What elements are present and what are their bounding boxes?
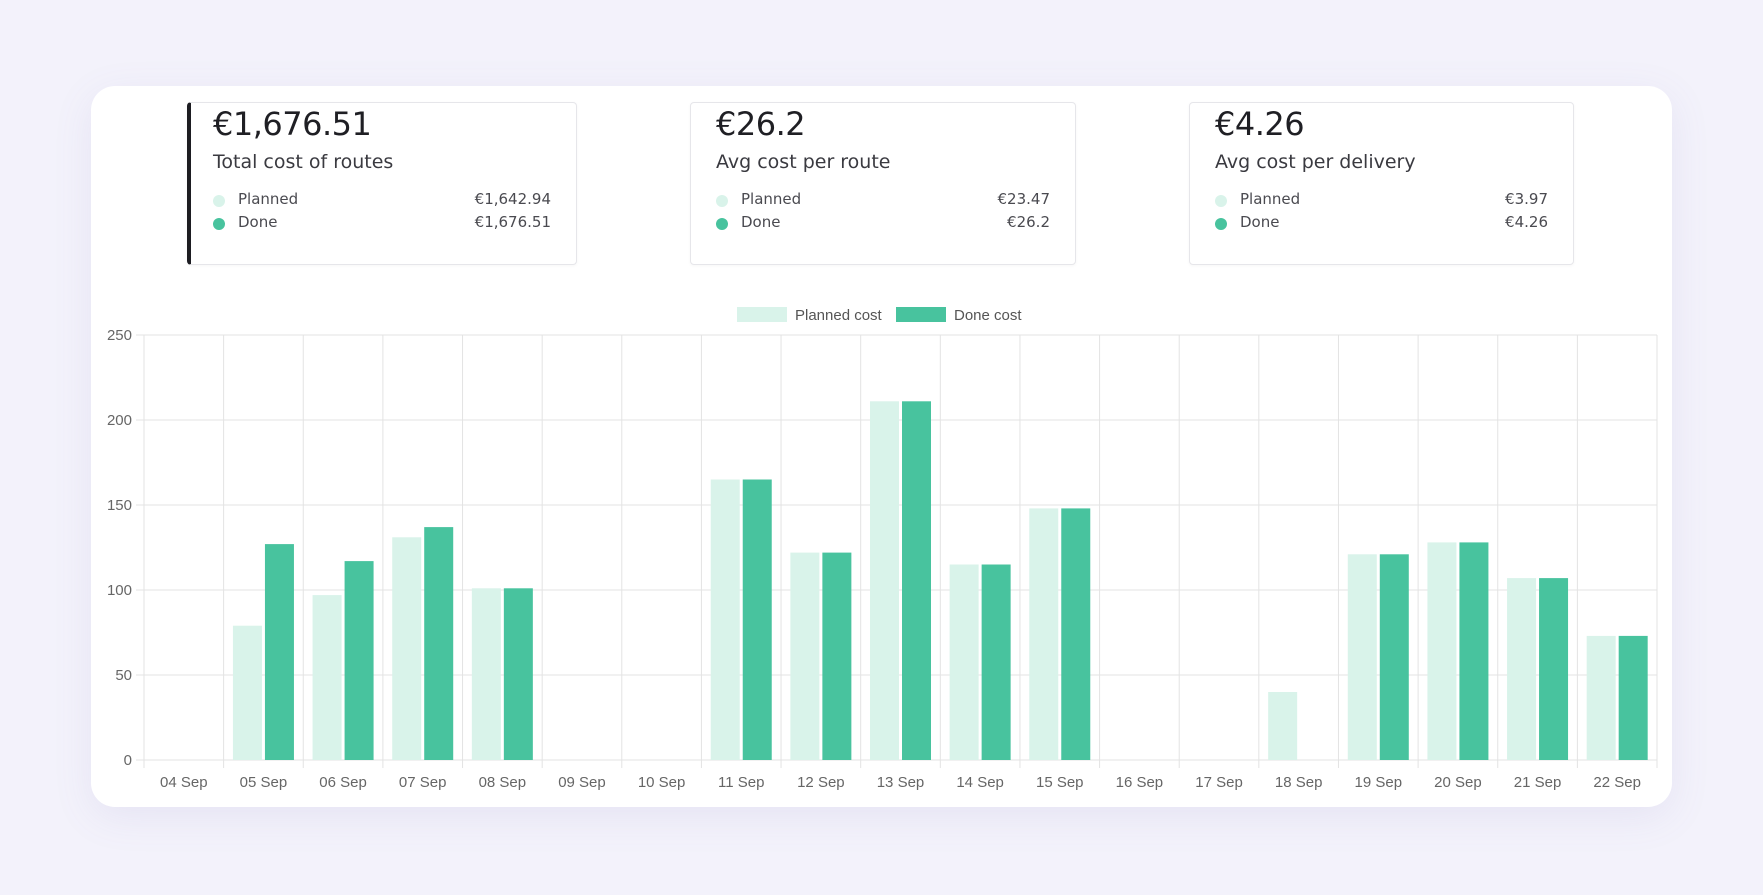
planned-label: Planned — [741, 190, 802, 208]
done-dot-icon — [716, 218, 728, 230]
planned-row: Planned €1,642.94 — [213, 190, 551, 210]
card-value: €1,676.51 — [213, 105, 372, 143]
y-tick-label: 200 — [107, 412, 132, 429]
done-label: Done — [741, 213, 781, 231]
planned-label: Planned — [238, 190, 299, 208]
bar-done-cost[interactable] — [1539, 578, 1569, 760]
done-row: Done €1,676.51 — [213, 213, 551, 233]
bar-done-cost[interactable] — [742, 479, 772, 761]
bar-planned-cost[interactable] — [312, 595, 342, 760]
y-tick-label: 250 — [107, 327, 132, 344]
bar-planned-cost[interactable] — [1347, 554, 1377, 760]
x-tick-label: 06 Sep — [319, 774, 367, 791]
x-tick-label: 22 Sep — [1593, 774, 1641, 791]
bar-done-cost[interactable] — [264, 544, 294, 760]
x-tick-label: 15 Sep — [1036, 774, 1084, 791]
legend-swatch-done[interactable] — [896, 307, 946, 322]
x-tick-label: 19 Sep — [1355, 774, 1403, 791]
bar-planned-cost[interactable] — [1586, 635, 1616, 760]
planned-row: Planned €3.97 — [1215, 190, 1548, 210]
bar-planned-cost[interactable] — [471, 588, 501, 760]
bar-done-cost[interactable] — [344, 561, 374, 760]
legend-label-done[interactable]: Done cost — [954, 307, 1022, 324]
x-tick-label: 05 Sep — [240, 774, 288, 791]
planned-value: €1,642.94 — [474, 190, 551, 208]
done-dot-icon — [213, 218, 225, 230]
x-tick-label: 16 Sep — [1116, 774, 1164, 791]
bar-planned-cost[interactable] — [870, 401, 899, 760]
x-tick-label: 20 Sep — [1434, 774, 1482, 791]
planned-dot-icon — [716, 195, 728, 207]
bar-done-cost[interactable] — [1459, 542, 1489, 760]
planned-row: Planned €23.47 — [716, 190, 1050, 210]
done-dot-icon — [1215, 218, 1227, 230]
x-tick-label: 18 Sep — [1275, 774, 1323, 791]
card-avg-cost-delivery[interactable]: €4.26 Avg cost per delivery Planned €3.9… — [1189, 102, 1574, 265]
card-total-cost[interactable]: €1,676.51 Total cost of routes Planned €… — [187, 102, 577, 265]
bar-done-cost[interactable] — [981, 564, 1011, 761]
done-value: €26.2 — [1007, 213, 1050, 231]
card-label: Avg cost per route — [716, 151, 891, 173]
x-tick-label: 04 Sep — [160, 774, 208, 791]
planned-value: €23.47 — [997, 190, 1051, 208]
bar-planned-cost[interactable] — [1507, 578, 1537, 760]
done-label: Done — [238, 213, 278, 231]
x-tick-label: 12 Sep — [797, 774, 845, 791]
x-tick-label: 13 Sep — [877, 774, 925, 791]
y-tick-label: 50 — [115, 667, 132, 684]
x-tick-label: 08 Sep — [479, 774, 527, 791]
bar-planned-cost[interactable] — [949, 564, 979, 761]
legend-label-planned[interactable]: Planned cost — [795, 307, 883, 324]
planned-dot-icon — [213, 195, 225, 207]
planned-label: Planned — [1240, 190, 1301, 208]
card-label: Avg cost per delivery — [1215, 151, 1416, 173]
bar-planned-cost[interactable] — [1029, 508, 1059, 760]
bar-done-cost[interactable] — [1618, 635, 1648, 760]
done-value: €4.26 — [1505, 213, 1548, 231]
bar-planned-cost[interactable] — [1427, 542, 1457, 760]
planned-value: €3.97 — [1505, 190, 1548, 208]
x-tick-label: 09 Sep — [558, 774, 606, 791]
bar-done-cost[interactable] — [503, 588, 533, 760]
legend-swatch-planned[interactable] — [737, 307, 787, 322]
done-label: Done — [1240, 213, 1280, 231]
bar-planned-cost[interactable] — [232, 625, 262, 760]
done-row: Done €4.26 — [1215, 213, 1548, 233]
bar-planned-cost[interactable] — [710, 479, 740, 761]
bar-planned-cost[interactable] — [790, 552, 820, 760]
x-tick-label: 07 Sep — [399, 774, 447, 791]
card-avg-cost-route[interactable]: €26.2 Avg cost per route Planned €23.47 … — [690, 102, 1076, 265]
bar-done-cost[interactable] — [822, 552, 852, 760]
planned-dot-icon — [1215, 195, 1227, 207]
x-tick-label: 14 Sep — [956, 774, 1004, 791]
x-tick-label: 17 Sep — [1195, 774, 1243, 791]
y-tick-label: 0 — [124, 752, 132, 769]
x-tick-label: 10 Sep — [638, 774, 686, 791]
done-row: Done €26.2 — [716, 213, 1050, 233]
card-value: €4.26 — [1215, 105, 1305, 143]
bar-planned-cost[interactable] — [392, 537, 422, 760]
bar-done-cost[interactable] — [1379, 554, 1409, 760]
bar-done-cost[interactable] — [1061, 508, 1091, 760]
card-value: €26.2 — [716, 105, 806, 143]
y-tick-label: 150 — [107, 497, 132, 514]
bar-done-cost[interactable] — [424, 527, 454, 760]
done-value: €1,676.51 — [474, 213, 551, 231]
card-label: Total cost of routes — [213, 151, 394, 173]
bar-planned-cost[interactable] — [1268, 692, 1298, 760]
x-tick-label: 11 Sep — [718, 774, 764, 791]
x-tick-label: 21 Sep — [1514, 774, 1562, 791]
bar-done-cost[interactable] — [902, 401, 931, 760]
y-tick-label: 100 — [107, 582, 132, 599]
